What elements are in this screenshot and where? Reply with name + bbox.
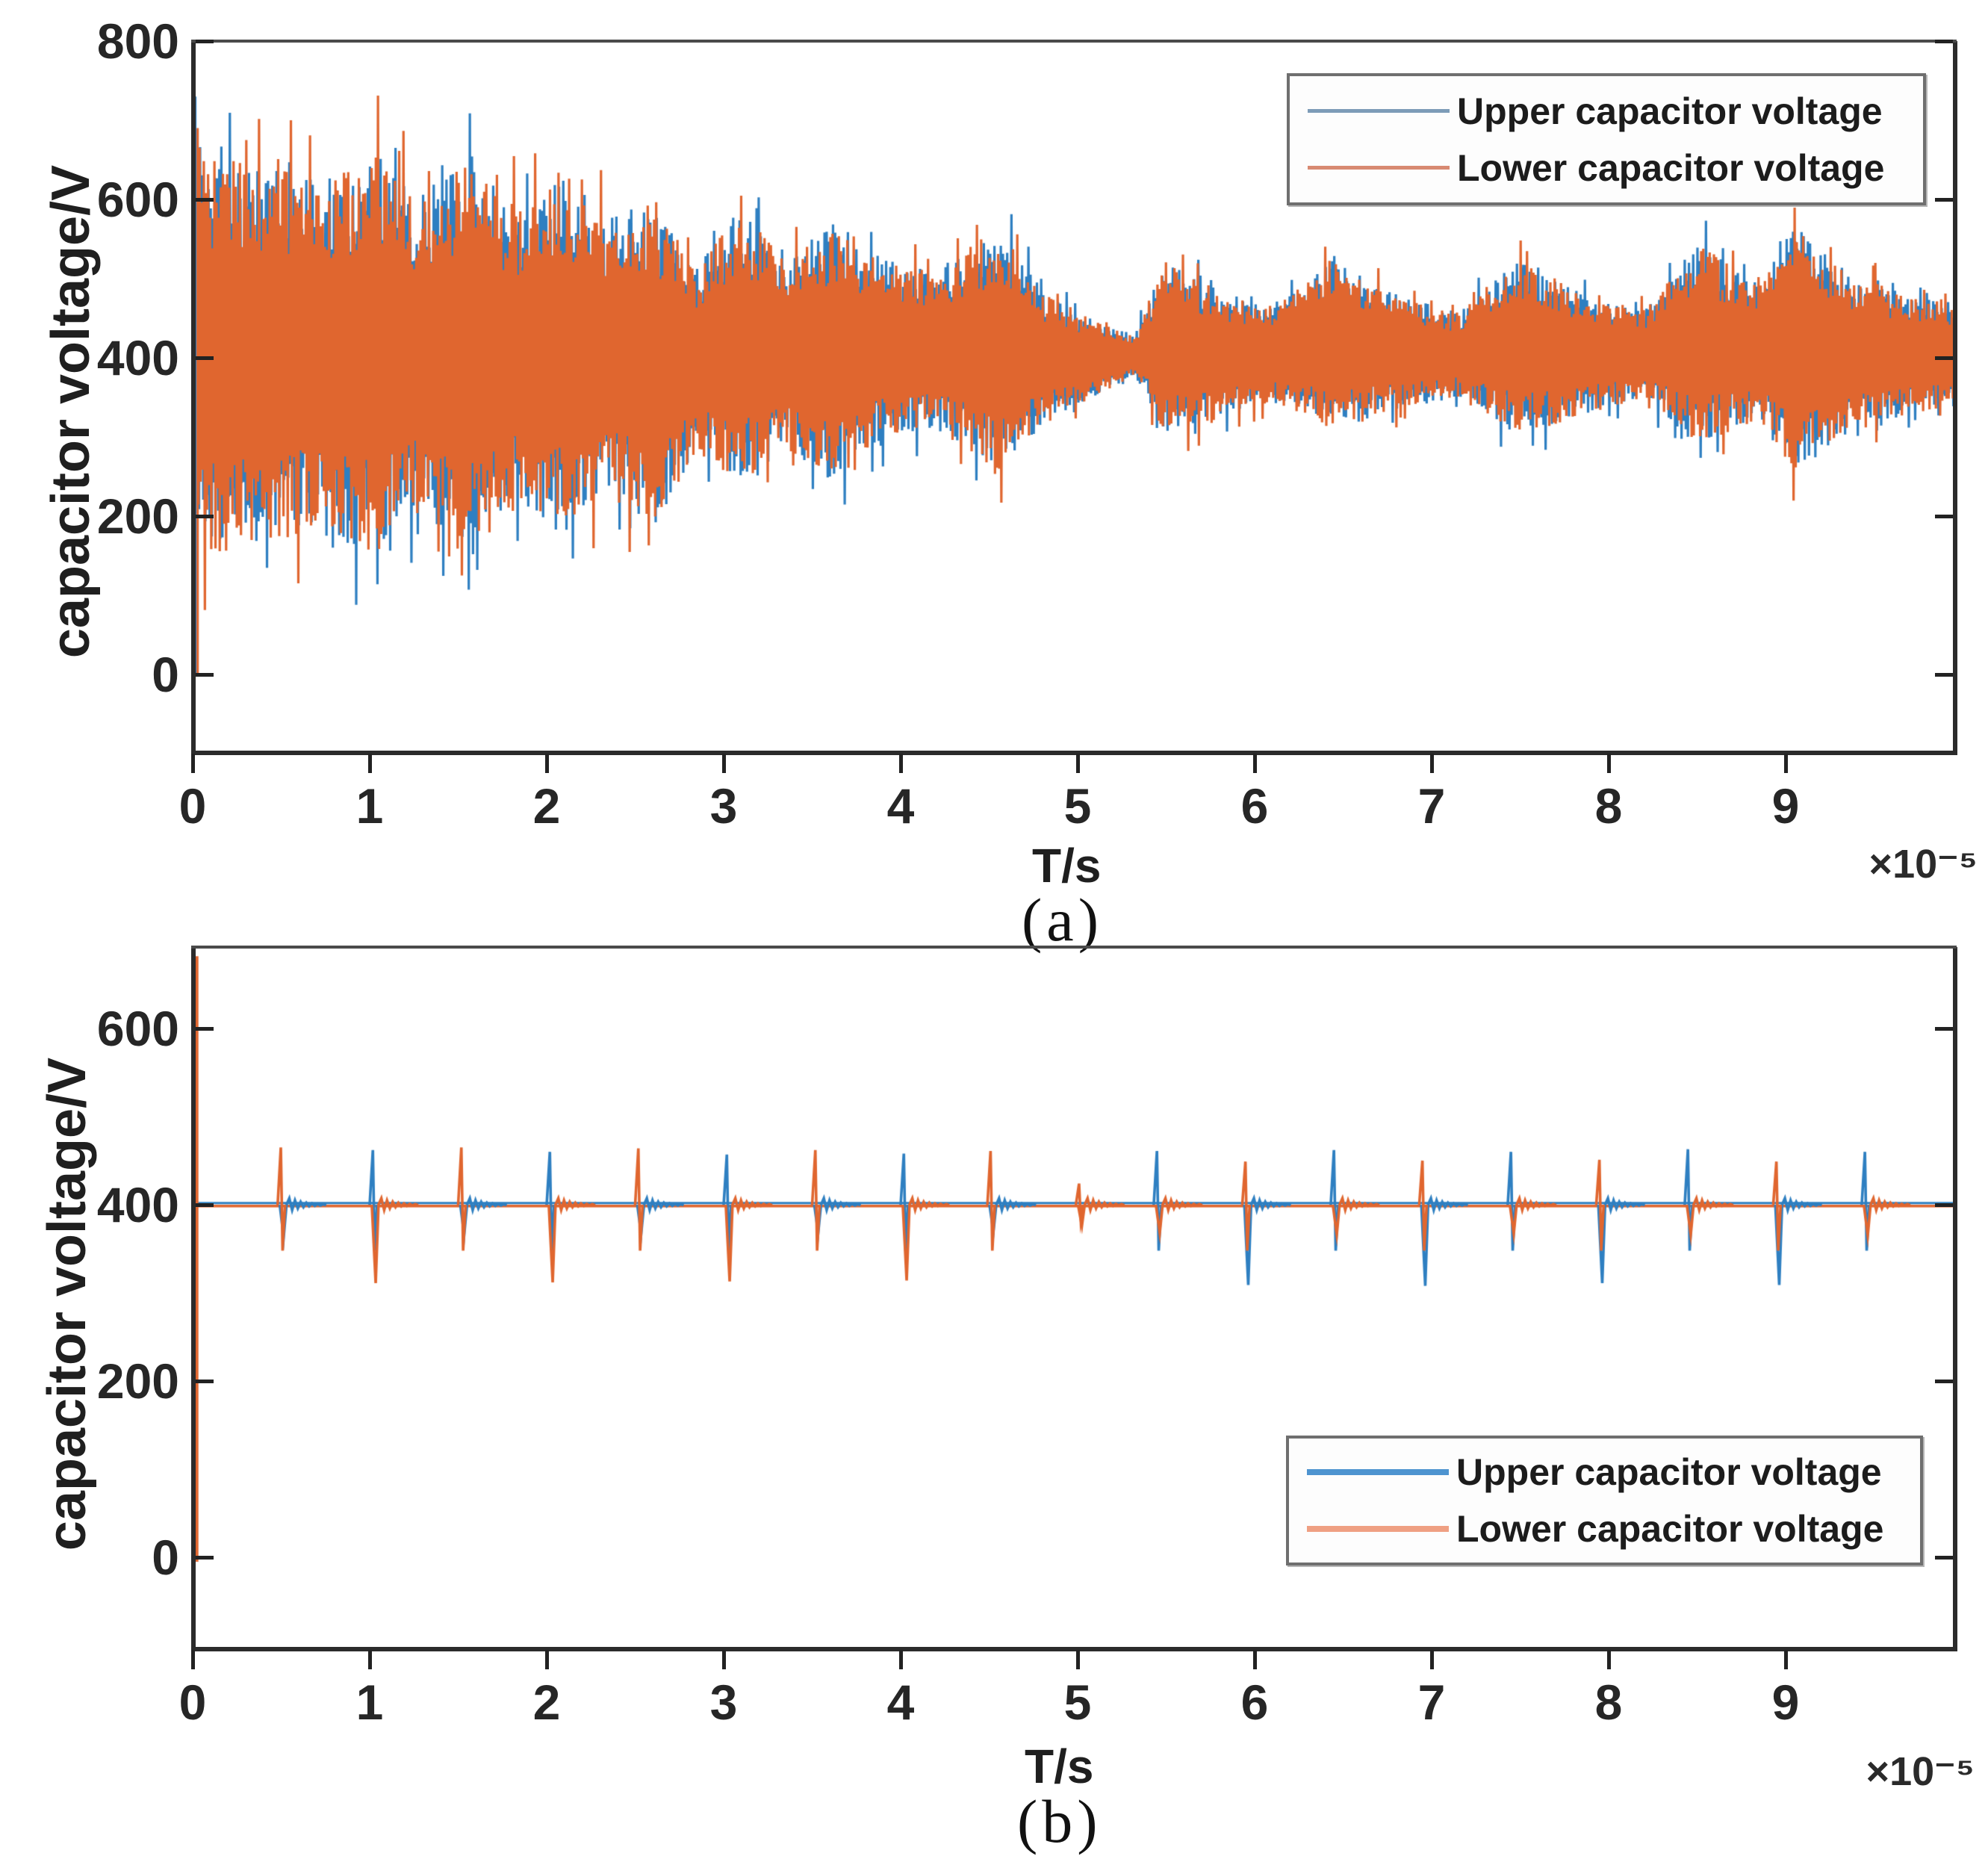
y-tick-mark [1935, 515, 1953, 518]
x-tick-label: 8 [1594, 1675, 1623, 1730]
x-tick-label: 9 [1771, 778, 1800, 834]
x-tick-label: 3 [709, 1675, 738, 1730]
x-tick-label: 0 [178, 778, 207, 834]
x-tick-label: 2 [532, 1675, 561, 1730]
x-tick-mark [1253, 1650, 1257, 1669]
y-tick-label: 200 [96, 1353, 179, 1409]
x-tick-label: 8 [1594, 778, 1623, 834]
x-tick-label: 2 [532, 778, 561, 834]
x-tick-mark [1607, 754, 1611, 773]
x-tick-mark [722, 754, 726, 773]
legend-label: Upper capacitor voltage [1456, 1451, 1882, 1493]
y-tick-label: 600 [96, 172, 179, 227]
chart-b-x-multiplier: ×10⁻⁵ [1866, 1749, 1975, 1794]
x-tick-mark [1430, 754, 1434, 773]
x-tick-mark [722, 1650, 726, 1669]
x-tick-mark [899, 754, 903, 773]
chart-b-top-spine [191, 946, 1957, 949]
chart-a-top-spine [191, 40, 1957, 43]
chart-b-y-axis-label: capacitor voltage/V [37, 1057, 97, 1551]
x-tick-mark [1076, 1650, 1080, 1669]
y-tick-mark [196, 515, 214, 518]
chart-a-legend[interactable]: Upper capacitor voltage Lower capacitor … [1287, 73, 1926, 205]
chart-b-x-axis-label: T/s [1025, 1740, 1094, 1793]
x-tick-label: 5 [1063, 778, 1092, 834]
x-tick-mark [545, 1650, 549, 1669]
y-tick-label: 200 [96, 488, 179, 544]
y-tick-label: 0 [152, 647, 179, 702]
chart-a-bottom-spine [191, 751, 1957, 755]
y-tick-mark [196, 1203, 214, 1207]
x-tick-label: 6 [1240, 1675, 1269, 1730]
x-tick-mark [1784, 1650, 1788, 1669]
x-tick-label: 0 [178, 1675, 207, 1730]
x-tick-mark [545, 754, 549, 773]
panel-label-a: (a) [1022, 886, 1104, 954]
y-tick-mark [1935, 1380, 1953, 1383]
y-tick-mark [1935, 1556, 1953, 1560]
x-tick-mark [368, 1650, 372, 1669]
x-tick-mark [191, 1650, 195, 1669]
x-tick-mark [1784, 754, 1788, 773]
y-tick-label: 0 [152, 1530, 179, 1585]
y-tick-mark [1935, 198, 1953, 202]
chart-a: 0 1 2 3 4 5 6 7 8 9 0 200 400 600 800 capacitor voltag… [41, 13, 1978, 954]
y-tick-mark [1935, 1027, 1953, 1031]
chart-b-bottom-spine [191, 1647, 1957, 1651]
y-tick-label: 800 [96, 13, 179, 69]
x-tick-label: 1 [355, 1675, 384, 1730]
y-tick-label: 400 [96, 1177, 179, 1232]
lower-capacitor-line-swatch [1308, 166, 1450, 170]
y-tick-mark [196, 673, 214, 677]
y-tick-mark [1935, 1203, 1953, 1207]
legend-row: Lower capacitor voltage [1290, 145, 1923, 191]
y-tick-label: 400 [96, 330, 179, 385]
y-tick-mark [196, 356, 214, 360]
legend-label: Upper capacitor voltage [1457, 90, 1883, 132]
legend-row: Lower capacitor voltage [1289, 1506, 1920, 1552]
x-tick-mark [1430, 1650, 1434, 1669]
y-tick-mark [196, 198, 214, 202]
y-tick-mark [196, 1027, 214, 1031]
chart-a-left-spine [191, 41, 196, 754]
legend-label: Lower capacitor voltage [1457, 147, 1885, 189]
lower-capacitor-line-swatch [1307, 1526, 1449, 1532]
x-tick-mark [191, 754, 195, 773]
x-tick-label: 7 [1417, 778, 1446, 834]
legend-label: Lower capacitor voltage [1456, 1508, 1884, 1550]
y-tick-label: 600 [96, 1001, 179, 1056]
y-tick-mark [196, 1556, 214, 1560]
upper-capacitor-line-swatch [1308, 109, 1450, 113]
x-tick-label: 3 [709, 778, 738, 834]
y-tick-mark [1935, 673, 1953, 677]
y-tick-mark [196, 40, 214, 43]
x-tick-label: 1 [355, 778, 384, 834]
legend-row: Upper capacitor voltage [1289, 1449, 1920, 1495]
x-tick-label: 6 [1240, 778, 1269, 834]
upper-capacitor-line-swatch [1307, 1469, 1449, 1475]
chart-a-x-axis-label: T/s [1032, 839, 1102, 893]
x-tick-label: 5 [1063, 1675, 1092, 1730]
x-tick-mark [1253, 754, 1257, 773]
x-tick-mark [368, 754, 372, 773]
x-tick-label: 7 [1417, 1675, 1446, 1730]
chart-a-right-spine [1953, 41, 1957, 755]
chart-b-left-spine [191, 947, 196, 1651]
x-tick-mark [899, 1650, 903, 1669]
x-tick-mark [1076, 754, 1080, 773]
y-tick-mark [196, 1380, 214, 1383]
x-tick-label: 4 [886, 1675, 915, 1730]
legend-row: Upper capacitor voltage [1290, 88, 1923, 134]
chart-b-right-spine [1953, 947, 1957, 1651]
chart-a-x-multiplier: ×10⁻⁵ [1869, 842, 1978, 887]
x-tick-label: 4 [886, 778, 915, 834]
y-tick-mark [1935, 356, 1953, 360]
chart-b-legend[interactable]: Upper capacitor voltage Lower capacitor … [1286, 1436, 1923, 1565]
y-tick-mark [1935, 40, 1953, 43]
x-tick-label: 9 [1771, 1675, 1800, 1730]
panel-label-b: (b) [1017, 1787, 1102, 1855]
x-tick-mark [1607, 1650, 1611, 1669]
